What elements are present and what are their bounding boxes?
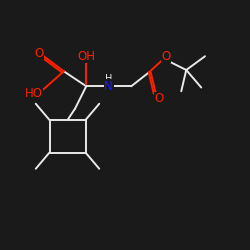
Text: OH: OH <box>77 50 95 63</box>
Text: O: O <box>162 50 171 63</box>
Text: H: H <box>105 74 112 84</box>
Text: H: H <box>105 74 112 84</box>
Text: OH: OH <box>77 50 95 63</box>
Text: O: O <box>34 47 43 60</box>
Text: O: O <box>34 47 43 60</box>
Text: N: N <box>104 80 113 93</box>
Text: O: O <box>162 50 171 63</box>
Text: O: O <box>154 92 164 105</box>
Text: N: N <box>104 80 113 93</box>
Text: O: O <box>154 92 164 105</box>
Text: HO: HO <box>25 87 43 100</box>
Text: HO: HO <box>25 87 43 100</box>
